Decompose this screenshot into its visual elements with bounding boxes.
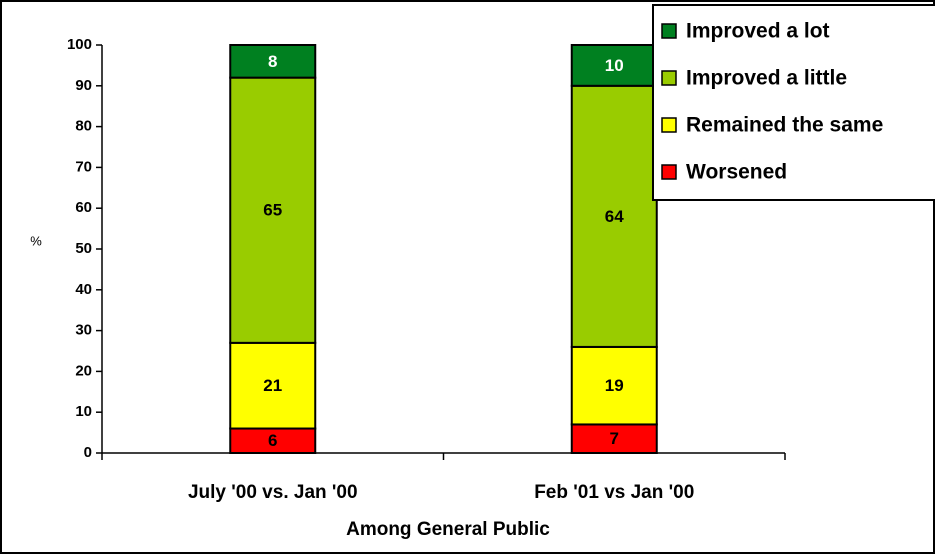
y-tick-label: 80 <box>75 118 92 135</box>
y-tick-label: 70 <box>75 158 92 175</box>
value-label: 19 <box>605 376 624 395</box>
value-label: 65 <box>263 201 282 220</box>
legend-label: Remained the same <box>686 114 883 137</box>
y-tick-label: 60 <box>75 199 92 216</box>
legend-swatch <box>661 164 677 180</box>
value-label: 21 <box>263 376 282 395</box>
bar-segment <box>570 84 658 348</box>
legend-swatch <box>661 117 677 133</box>
y-tick-label: 50 <box>75 240 92 257</box>
legend-swatch <box>661 70 677 86</box>
value-label: 64 <box>605 207 624 226</box>
legend-label: Improved a little <box>686 67 847 90</box>
legend-label: Improved a lot <box>686 20 830 43</box>
y-tick-label: 30 <box>75 322 92 339</box>
bar-segment <box>229 341 317 430</box>
x-tick-label: July '00 vs. Jan '00 <box>188 482 358 503</box>
legend-swatch <box>661 23 677 39</box>
y-tick-label: 40 <box>75 281 92 298</box>
legend-label: Worsened <box>686 161 787 184</box>
value-label: 6 <box>268 431 277 450</box>
y-tick-label: 20 <box>75 362 92 379</box>
y-tick-label: 10 <box>75 403 92 420</box>
value-label: 8 <box>268 52 277 71</box>
legend-box <box>652 4 935 201</box>
value-label: 10 <box>605 56 624 75</box>
legend: Improved a lot Improved a little Remained … <box>652 4 935 201</box>
bar-segment <box>229 76 317 344</box>
y-tick-label: 90 <box>75 77 92 94</box>
value-label: 7 <box>610 429 619 448</box>
bar-segment <box>229 44 317 79</box>
bar-segment <box>570 423 658 455</box>
bar-segment <box>570 44 658 87</box>
y-tick-label: 100 <box>67 36 92 53</box>
x-tick-label: Feb '01 vs Jan '00 <box>534 482 694 503</box>
y-axis-label: % <box>30 233 42 248</box>
x-axis-label: Among General Public <box>346 519 550 540</box>
y-tick-label: 0 <box>84 444 92 461</box>
